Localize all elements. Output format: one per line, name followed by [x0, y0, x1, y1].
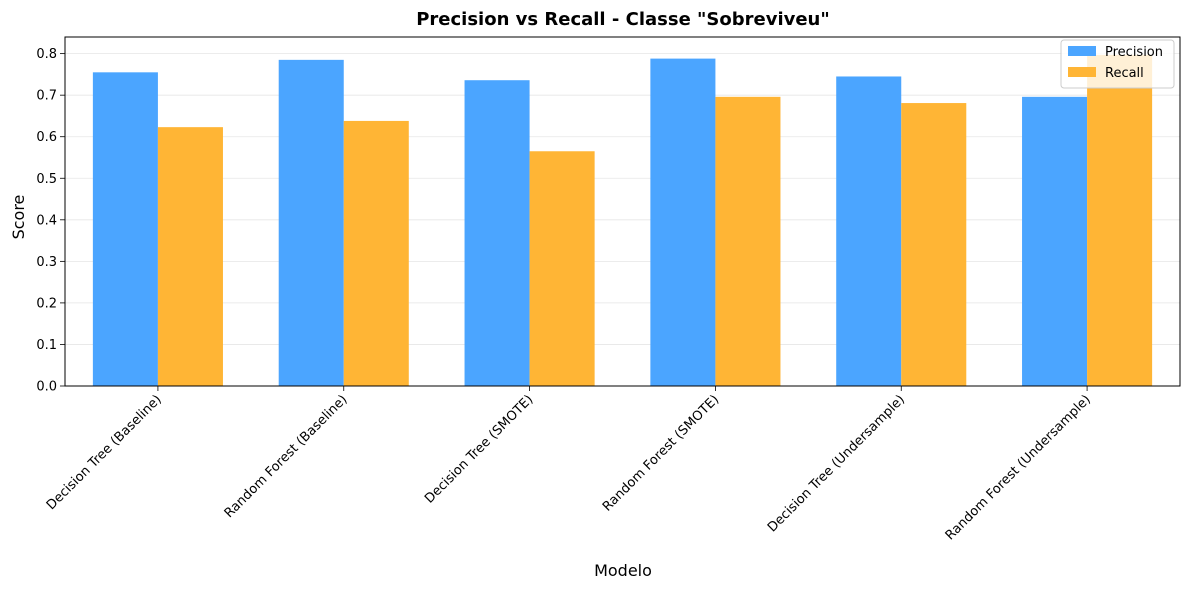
y-axis-title: Score — [9, 195, 28, 240]
bar-recall-1 — [343, 120, 409, 386]
bar-recall-0 — [157, 127, 223, 387]
legend-label-recall: Recall — [1105, 66, 1144, 81]
x-tick-label: Random Forest (Undersample) — [943, 392, 1094, 543]
y-tick-label: 0.6 — [36, 130, 57, 145]
y-tick-label: 0.8 — [36, 47, 57, 62]
bar-precision-0 — [92, 72, 158, 386]
legend-swatch-precision — [1068, 46, 1096, 56]
chart-title: Precision vs Recall - Classe "Sobreviveu… — [416, 9, 830, 30]
x-axis-title: Modelo — [594, 561, 652, 580]
x-tick-label: Random Forest (SMOTE) — [600, 392, 722, 514]
bar-precision-4 — [836, 76, 902, 386]
y-tick-label: 0.0 — [36, 380, 57, 395]
bars — [92, 54, 1153, 387]
legend-swatch-recall — [1068, 67, 1096, 77]
y-tick-label: 0.3 — [36, 255, 57, 270]
bar-precision-3 — [650, 58, 716, 386]
x-tick-label: Random Forest (Baseline) — [222, 392, 351, 521]
bar-precision-2 — [464, 80, 530, 386]
bar-precision-1 — [278, 59, 344, 386]
x-axis-ticks: Decision Tree (Baseline) Random Forest (B… — [44, 386, 1094, 543]
y-tick-label: 0.5 — [36, 172, 57, 187]
bar-recall-3 — [715, 96, 781, 386]
bar-recall-2 — [529, 151, 595, 386]
y-tick-label: 0.4 — [36, 213, 57, 228]
legend-label-precision: Precision — [1105, 45, 1163, 60]
bar-recall-4 — [901, 103, 967, 386]
legend: Precision Recall — [1060, 39, 1175, 89]
y-axis-ticks: 0.0 0.1 0.2 0.3 0.4 0.5 0.6 0.7 0.8 — [36, 47, 65, 395]
axes — [64, 36, 1181, 387]
x-tick-label: Decision Tree (Baseline) — [44, 392, 165, 513]
y-tick-label: 0.2 — [36, 296, 57, 311]
x-tick-label: Decision Tree (Undersample) — [765, 392, 908, 535]
y-tick-label: 0.7 — [36, 89, 57, 104]
bar-precision-5 — [1022, 96, 1088, 386]
plot-frame — [64, 36, 1181, 387]
y-tick-label: 0.1 — [36, 338, 57, 353]
gridlines — [65, 53, 1180, 387]
bar-recall-5 — [1087, 54, 1153, 386]
x-tick-label: Decision Tree (SMOTE) — [422, 392, 536, 506]
